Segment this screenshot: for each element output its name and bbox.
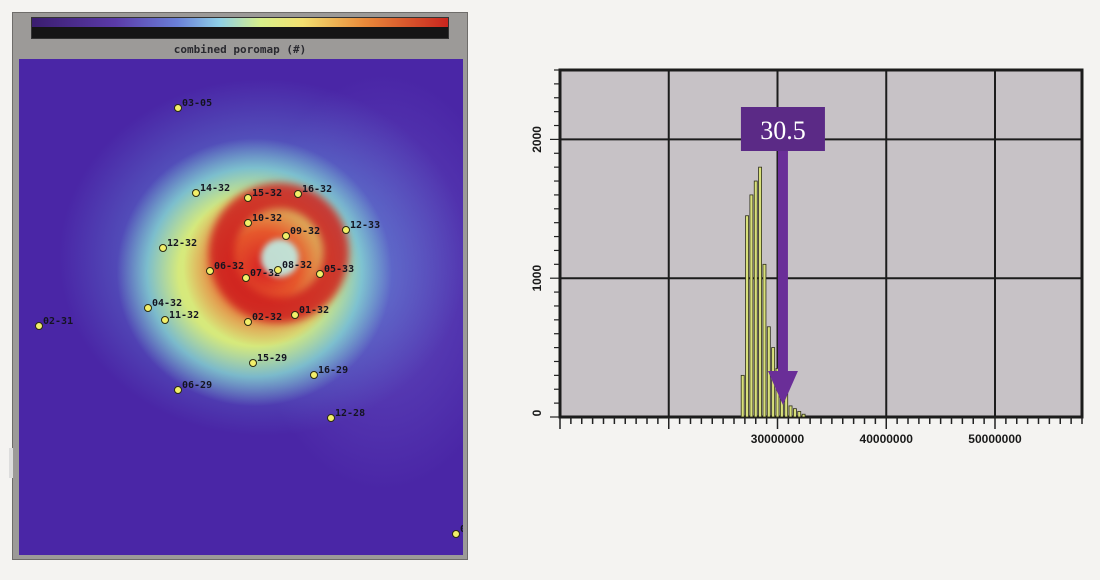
annotation-box: [740, 107, 825, 151]
histogram-bar: [740, 374, 745, 418]
well-dot: [242, 274, 250, 282]
well-label: 05-33: [324, 264, 355, 275]
y-tick-label: 0: [530, 409, 544, 416]
color-scale-dark-band: [32, 27, 448, 38]
porosity-map-area: 03-05 14-32 15-32 16-32 10-32 09-32 12-33 12-32…: [19, 59, 463, 555]
histogram-bar: [753, 180, 758, 418]
well-label: 14-32: [200, 183, 231, 194]
annotation-arrow-shaft: [777, 147, 788, 375]
well-label: 15-32: [252, 188, 283, 199]
well-label: 01-32: [299, 305, 330, 316]
histogram-bar: [801, 413, 806, 418]
histogram-bar: [745, 215, 749, 418]
well-label: 16-29: [318, 365, 349, 376]
color-scale-bar: [31, 17, 449, 39]
y-tick-label: 2000: [530, 126, 544, 153]
histogram-bar: [792, 408, 797, 418]
porosity-map-panel: combined poromap (#) 03-05 14-32 15-32 16-3…: [9, 12, 468, 560]
annotation-label: 30.5: [760, 116, 806, 145]
well-label: 04-32: [152, 298, 183, 309]
well-dot: [327, 414, 335, 422]
well-label: 02-32: [252, 312, 283, 323]
well-label: 09-32: [290, 226, 321, 237]
well-dot: [310, 371, 318, 379]
well-label: 02-31: [43, 316, 74, 327]
well-dot: [35, 322, 43, 330]
y-tick-label: 1000: [530, 265, 544, 292]
x-tick-label: 40000000: [860, 432, 914, 446]
well-dot: [206, 267, 214, 275]
well-label: 06-32: [214, 261, 245, 272]
well-dot: [244, 194, 252, 202]
well-label: 03-05: [182, 98, 213, 109]
well-label: 12-33: [350, 220, 381, 231]
well-dot: [244, 318, 252, 326]
histogram-panel: 30000000 40000000 50000000 0 1000 2000 30.5: [525, 65, 1087, 455]
well-dot: [452, 530, 460, 538]
well-dot: [294, 190, 302, 198]
well-label: 12-32: [167, 238, 198, 249]
well-dot: [159, 244, 167, 252]
well-dot: [342, 226, 350, 234]
well-label: 06-29: [182, 380, 213, 391]
well-dot: [161, 316, 169, 324]
side-marker: [9, 448, 13, 478]
histogram-bar: [758, 166, 763, 418]
histogram-bar: [749, 194, 754, 418]
well-dot: [274, 266, 282, 274]
well-dot: [244, 219, 252, 227]
well-dot: [249, 359, 257, 367]
histogram-bar: [762, 263, 767, 418]
well-label: 10-32: [252, 213, 283, 224]
x-tick-label: 50000000: [968, 432, 1022, 446]
well-dot: [291, 311, 299, 319]
histogram-bar: [797, 411, 802, 418]
map-title: combined poromap (#): [173, 43, 307, 56]
well-label: 08-32: [282, 260, 313, 271]
well-label: 11-32: [169, 310, 200, 321]
x-tick-label: 30000000: [751, 432, 805, 446]
annotation-arrow-head: [767, 371, 798, 405]
well-label: 01: [460, 524, 463, 535]
well-label: 12-28: [335, 408, 366, 419]
well-dot: [174, 104, 182, 112]
well-label: 16-32: [302, 184, 333, 195]
well-dot: [144, 304, 152, 312]
well-dot: [316, 270, 324, 278]
histogram-chart: 30000000 40000000 50000000 0 1000 2000 30.5: [530, 68, 1084, 446]
well-dot: [282, 232, 290, 240]
well-label: 15-29: [257, 353, 288, 364]
well-dot: [192, 189, 200, 197]
well-label: 07-32: [250, 268, 281, 279]
histogram-bar: [788, 405, 793, 418]
well-dot: [174, 386, 182, 394]
